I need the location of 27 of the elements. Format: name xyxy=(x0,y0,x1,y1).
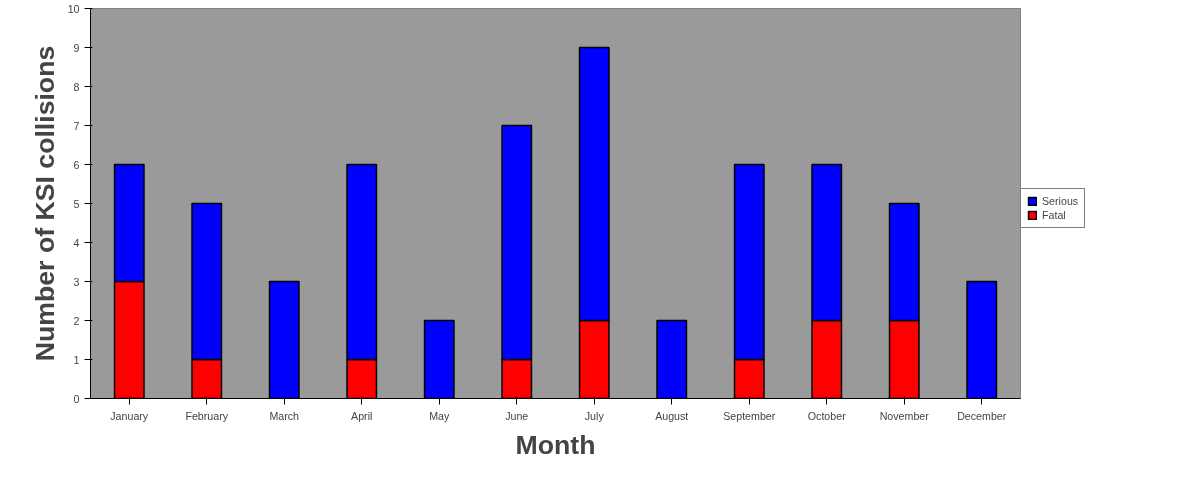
x-tick-label: November xyxy=(879,409,930,422)
y-tick-label: 3 xyxy=(73,275,80,288)
y-axis-title: Number of KSI collisions xyxy=(29,45,60,362)
y-tick-label: 9 xyxy=(73,41,80,54)
y-tick-label: 0 xyxy=(73,392,80,405)
y-tick-label: 7 xyxy=(73,119,80,132)
x-tick-label: May xyxy=(429,409,450,422)
legend-label: Serious xyxy=(1042,195,1079,207)
x-tick-label: June xyxy=(505,409,529,422)
y-tick-label: 5 xyxy=(73,197,80,210)
y-tick-label: 1 xyxy=(73,353,80,366)
x-axis-title: Month xyxy=(515,429,596,460)
y-tick-label: 10 xyxy=(67,2,80,15)
x-tick-label: August xyxy=(655,409,689,422)
x-tick-label: September xyxy=(723,409,776,422)
y-tick-label: 4 xyxy=(73,236,80,249)
y-tick-label: 8 xyxy=(73,80,80,93)
x-tick-label: July xyxy=(584,409,605,422)
x-tick-label: January xyxy=(110,409,149,422)
legend-label: Fatal xyxy=(1042,209,1066,221)
y-tick-label: 6 xyxy=(73,158,80,171)
y-tick-label: 2 xyxy=(73,314,80,327)
x-tick-label: March xyxy=(269,409,300,422)
x-tick-label: April xyxy=(351,409,373,422)
x-tick-label: December xyxy=(957,409,1007,422)
x-tick-label: October xyxy=(807,409,847,422)
x-tick-label: February xyxy=(185,409,229,422)
